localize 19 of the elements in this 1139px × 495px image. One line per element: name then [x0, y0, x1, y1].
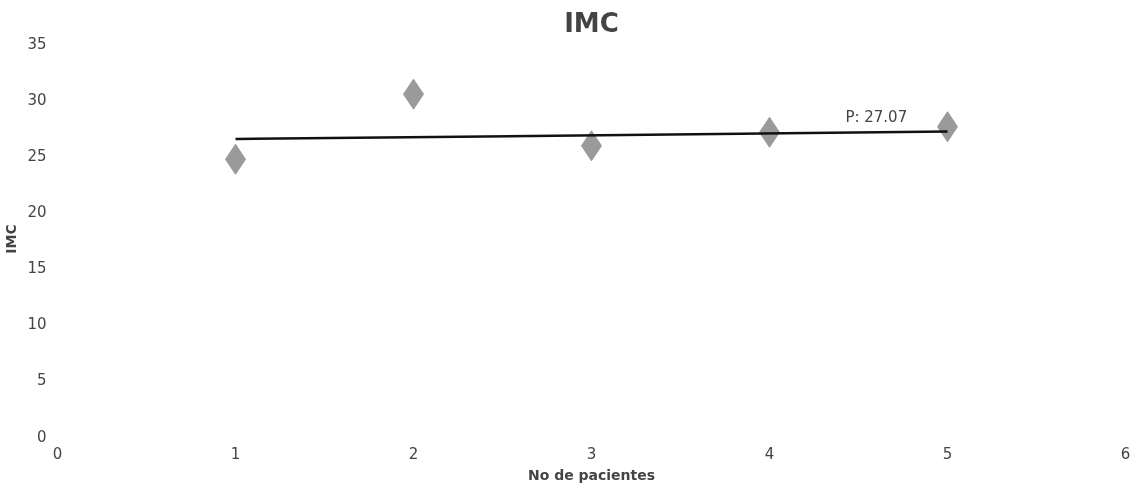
y-tick-label: 30 [27, 90, 47, 109]
chart-title: IMC [564, 7, 619, 38]
x-tick-label: 2 [408, 444, 419, 463]
y-tick-label: 25 [27, 146, 47, 165]
y-tick-label: 0 [36, 427, 47, 446]
x-tick-label: 4 [764, 444, 775, 463]
y-tick-label: 10 [27, 315, 47, 334]
y-axis-title: IMC [3, 224, 20, 254]
x-axis-title: No de pacientes [527, 466, 656, 483]
y-tick-label: 15 [27, 259, 47, 278]
x-tick-label: 0 [52, 444, 63, 463]
x-tick-label: 3 [586, 444, 597, 463]
annotation: P: 27.07 [845, 107, 908, 126]
x-tick-label: 1 [230, 444, 241, 463]
x-tick-label: 6 [1120, 444, 1131, 463]
y-tick-label: 35 [27, 34, 47, 53]
y-tick-label: 5 [36, 371, 47, 390]
x-tick-label: 5 [942, 444, 953, 463]
y-tick-label: 20 [27, 202, 47, 221]
